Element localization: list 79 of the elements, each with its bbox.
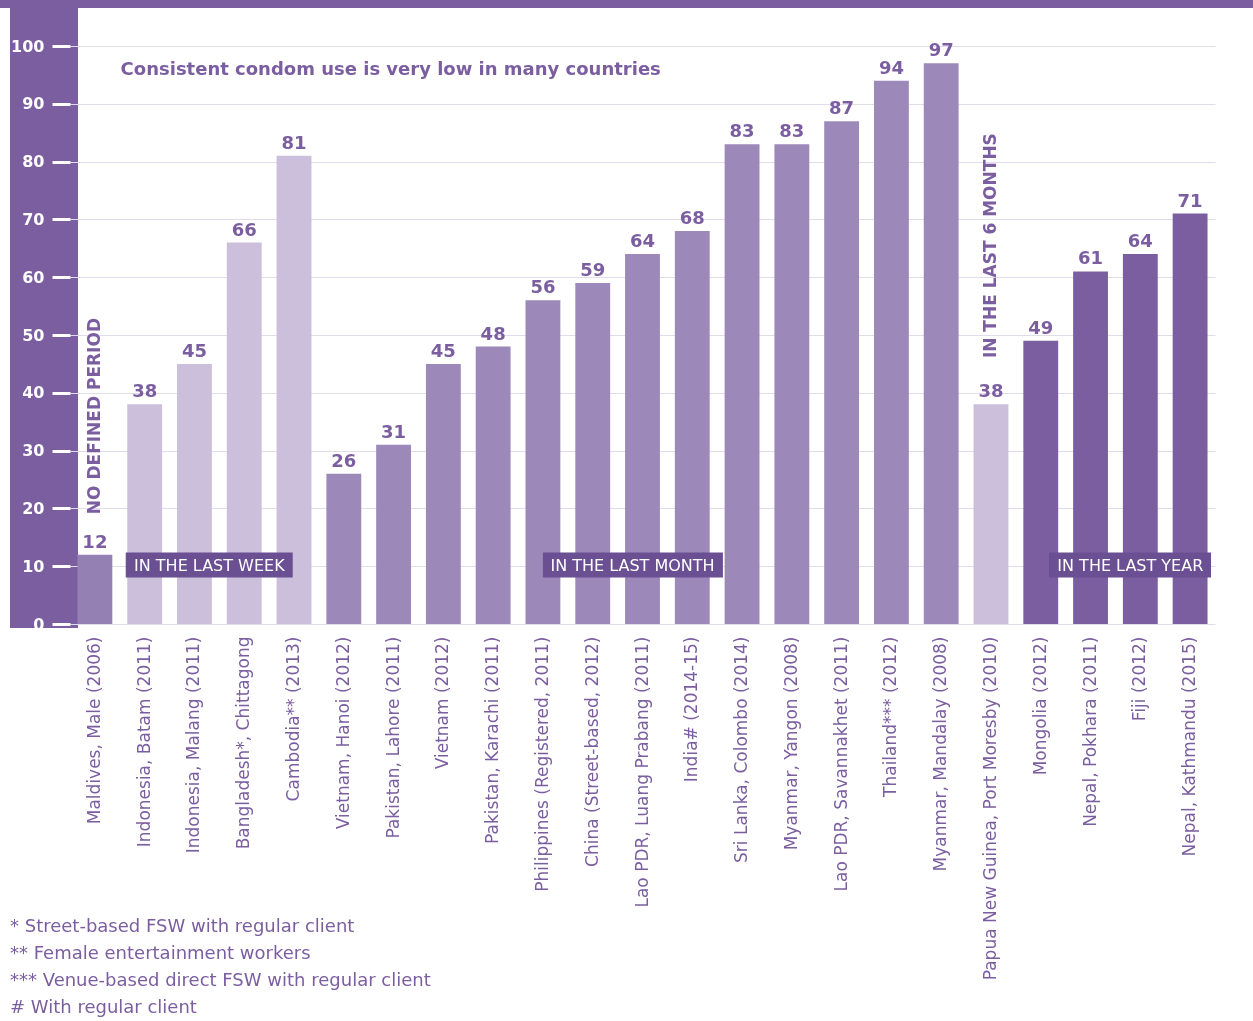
- y-tick-label: 50: [22, 325, 45, 345]
- data-label: 45: [181, 339, 207, 361]
- data-label: 94: [878, 56, 904, 78]
- x-tick-label: Sri Lanka, Colombo (2014): [731, 636, 752, 863]
- x-tick-label: Bangladesh*, Chittagong: [233, 636, 254, 850]
- data-label: 83: [779, 120, 805, 142]
- data-label: 59: [580, 258, 606, 280]
- text: * Street-based FSW with regular client: [10, 914, 356, 938]
- annotation: IN THE LAST MONTH: [542, 552, 723, 578]
- data-label: 49: [1028, 316, 1054, 338]
- bar: [326, 473, 362, 624]
- bar: [724, 144, 760, 624]
- y-tick-label: 80: [22, 152, 45, 172]
- x-tick-label: China (Street-based, 2012): [581, 636, 602, 867]
- y-tick-label: 60: [22, 267, 45, 287]
- data-label: 64: [629, 230, 656, 252]
- annotation: IN THE LAST WEEK: [126, 552, 293, 578]
- data-label: 26: [331, 449, 357, 471]
- y-tick-label: 100: [11, 36, 45, 56]
- x-tick-label: Indonesia, Malang (2011): [183, 636, 204, 854]
- y-tick-label: 20: [22, 498, 45, 518]
- bar: [824, 121, 860, 624]
- data-label: 12: [82, 530, 108, 552]
- text: # With regular client: [10, 995, 198, 1019]
- data-label: 61: [1078, 247, 1104, 269]
- y-tick-label: 90: [22, 94, 45, 114]
- text: *** Venue-based direct FSW with regular client: [10, 968, 431, 992]
- annotation: NO DEFINED PERIOD: [83, 317, 104, 515]
- x-tick-label: Lao PDR, Luang Prabang (2011): [631, 636, 652, 908]
- bar: [774, 144, 810, 624]
- x-tick-label: Indonesia, Batam (2011): [133, 636, 154, 848]
- text: Consistent condom use is very low in many countries: [120, 58, 661, 79]
- data-label: 64: [1127, 230, 1153, 252]
- data-label: 45: [430, 339, 456, 361]
- x-tick-label: Papua New Guinea, Port Moresby (2010): [979, 636, 1000, 981]
- bar: [1023, 340, 1059, 624]
- bar: [77, 554, 113, 624]
- x-tick-label: Maldives, Male (2006): [83, 636, 104, 825]
- bar: [475, 346, 511, 624]
- annotation: IN THE LAST YEAR: [1049, 552, 1212, 578]
- x-tick-label: Pakistan, Lahore (2011): [382, 636, 403, 839]
- data-label: 87: [829, 97, 855, 119]
- text: ** Female entertainment workers: [10, 941, 312, 965]
- data-label: 48: [480, 322, 506, 344]
- annotation: IN THE LAST 6 MONTHS: [979, 133, 1000, 359]
- data-label: 68: [679, 206, 705, 228]
- x-tick-label: India# (2014-15): [681, 636, 702, 783]
- x-tick-label: Lao PDR, Savannakhet (2011): [830, 636, 851, 892]
- x-tick-label: Myanmar, Yangon (2008): [780, 636, 801, 851]
- data-label: 66: [231, 218, 257, 240]
- x-tick-label: Mongolia (2012): [1029, 636, 1050, 776]
- y-tick-label: 70: [22, 209, 45, 229]
- x-tick-label: Pakistan, Karachi (2011): [482, 636, 503, 844]
- bar: [973, 404, 1009, 624]
- data-label: 97: [928, 39, 954, 61]
- data-label: 31: [381, 420, 407, 442]
- x-tick-label: Cambodia** (2013): [283, 636, 304, 802]
- bar: [923, 63, 959, 624]
- x-tick-label: Nepal, Pokhara (2011): [1079, 636, 1100, 827]
- bar: [376, 444, 412, 624]
- data-label: 71: [1177, 189, 1203, 211]
- x-tick-label: Fiji (2012): [1129, 636, 1150, 722]
- data-label: 56: [530, 276, 556, 298]
- bar: [1073, 271, 1108, 624]
- data-label: 38: [978, 380, 1004, 402]
- x-tick-label: Thailand*** (2012): [880, 636, 901, 798]
- bar: [873, 80, 909, 624]
- data-label: 38: [132, 380, 158, 402]
- data-label: 83: [729, 120, 755, 142]
- x-tick-label: Philippines (Registered, 2011): [531, 636, 552, 892]
- x-tick-label: Nepal, Kathmandu (2015): [1179, 636, 1200, 857]
- x-tick-label: Vietnam (2012): [432, 636, 453, 770]
- y-tick-label: 30: [22, 441, 45, 461]
- x-tick-label: Myanmar, Mandalay (2008): [930, 636, 951, 872]
- y-tick-label: 40: [22, 383, 45, 403]
- x-tick-label: Vietnam, Hanoi (2012): [332, 636, 353, 830]
- data-label: 81: [281, 131, 307, 153]
- bar: [425, 363, 461, 624]
- y-tick-label: 10: [22, 556, 45, 576]
